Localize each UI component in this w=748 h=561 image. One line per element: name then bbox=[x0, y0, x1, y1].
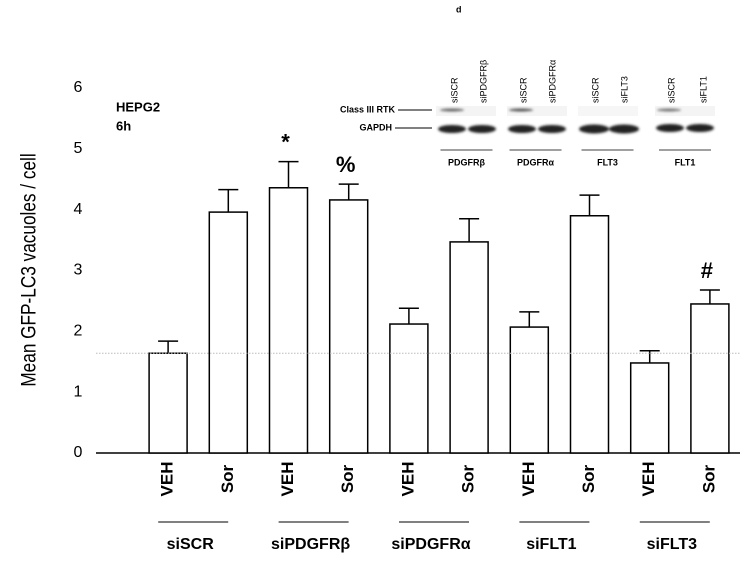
bar bbox=[690, 303, 730, 454]
blot-strip bbox=[578, 106, 638, 116]
x-tick-label: Sor bbox=[699, 464, 718, 493]
x-tick-label: Sor bbox=[218, 464, 237, 493]
lane-label: siPDGFRβ bbox=[478, 60, 488, 103]
x-tick-label: VEH bbox=[639, 462, 658, 497]
y-tick-label: 4 bbox=[74, 201, 83, 218]
lane-label: siPDGFRα bbox=[547, 60, 557, 103]
lane-label: siSCR bbox=[449, 77, 459, 103]
western-blot: Class III RTK GAPDH bbox=[340, 104, 715, 134]
significance-marker: * bbox=[281, 129, 290, 154]
lane-label: siSCR bbox=[590, 77, 600, 103]
group-label: siFLT3 bbox=[647, 536, 697, 553]
significance-marker: % bbox=[336, 152, 356, 177]
group-label: siSCR bbox=[167, 536, 215, 553]
x-tick-label: VEH bbox=[278, 462, 297, 497]
blot-band bbox=[468, 125, 496, 133]
blot-group-label: PDGFRβ bbox=[448, 157, 486, 167]
blot-band bbox=[609, 124, 639, 134]
blot-band bbox=[538, 125, 566, 133]
y-tick-label: 1 bbox=[74, 383, 83, 400]
lane-label: siFLT1 bbox=[698, 76, 708, 103]
lane-label: siSCR bbox=[666, 77, 676, 103]
blot-band bbox=[656, 124, 684, 132]
blot-band bbox=[579, 124, 609, 134]
blot-group-label: PDGFRα bbox=[517, 157, 555, 167]
blot-band bbox=[440, 108, 464, 112]
panel-label: d bbox=[456, 4, 462, 14]
bar bbox=[389, 323, 429, 454]
time-label: 6h bbox=[116, 118, 131, 133]
x-tick-label: VEH bbox=[158, 462, 177, 497]
blot-band bbox=[508, 125, 536, 133]
y-tick-label: 6 bbox=[74, 79, 83, 96]
blot-group-label: FLT1 bbox=[675, 157, 696, 167]
blot-strip bbox=[507, 106, 567, 116]
group-label: siPDGFRβ bbox=[271, 536, 350, 553]
blot-band bbox=[509, 108, 533, 112]
bar bbox=[328, 199, 369, 454]
bar bbox=[569, 215, 610, 454]
y-tick-label: 2 bbox=[74, 323, 83, 340]
y-tick-label: 5 bbox=[74, 140, 83, 157]
blot-strip bbox=[436, 106, 496, 116]
blot-strip bbox=[655, 106, 715, 116]
bar bbox=[629, 362, 670, 454]
blot-row-label: GAPDH bbox=[359, 122, 392, 132]
lane-label: siFLT3 bbox=[619, 76, 629, 103]
x-tick-label: Sor bbox=[579, 464, 598, 493]
group-label: siFLT1 bbox=[526, 536, 576, 553]
blot-band bbox=[686, 124, 714, 132]
significance-marker: # bbox=[701, 258, 713, 283]
x-tick-label: VEH bbox=[398, 462, 417, 497]
group-label: siPDGFRα bbox=[391, 536, 470, 553]
bar bbox=[148, 352, 188, 454]
bar bbox=[268, 187, 309, 454]
y-axis-label: Mean GFP-LC3 vacuoles / cell bbox=[18, 153, 41, 386]
cell-line: HEPG2 bbox=[116, 99, 160, 114]
y-tick-label: 3 bbox=[74, 262, 83, 279]
blot-band bbox=[657, 108, 681, 112]
blot-row-label: Class III RTK bbox=[340, 104, 396, 114]
x-tick-label: Sor bbox=[338, 464, 357, 493]
blot-band bbox=[438, 125, 466, 133]
x-tick-label: Sor bbox=[459, 464, 478, 493]
blot-group-label: FLT3 bbox=[597, 157, 618, 167]
lane-label: siSCR bbox=[518, 77, 528, 103]
x-tick-label: VEH bbox=[519, 462, 538, 497]
y-tick-label: 0 bbox=[74, 444, 83, 461]
bar bbox=[208, 211, 249, 454]
bar bbox=[509, 326, 550, 454]
bar bbox=[449, 241, 489, 454]
